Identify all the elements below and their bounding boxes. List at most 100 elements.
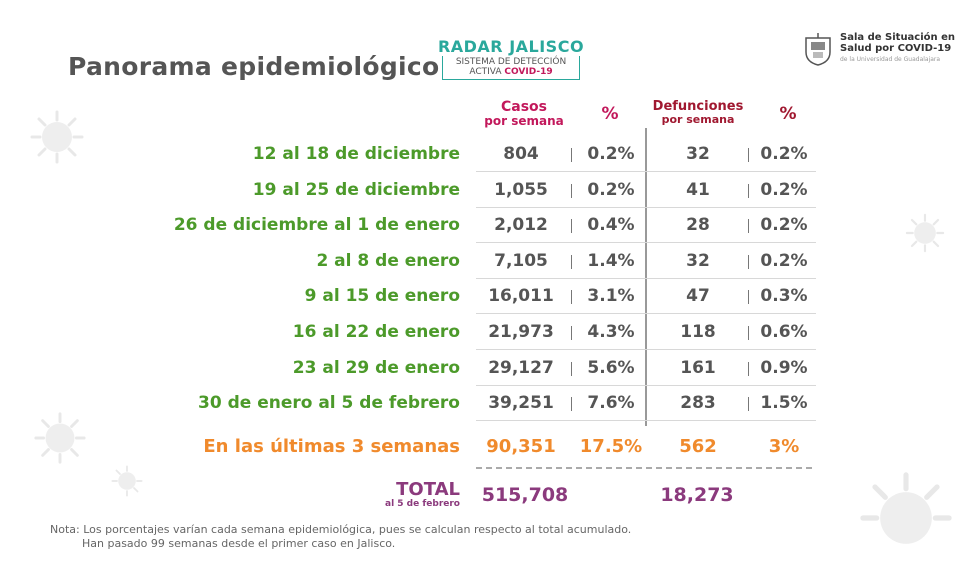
cases-value: 39,251 [488,393,554,414]
deaths-percent: 0.2% [760,179,808,200]
cell-divider [748,219,749,234]
row-separator [476,206,816,208]
table-row: 9 al 15 de enero 16,011 3.1% 47 0.3% [0,286,980,316]
row-separator [476,384,816,386]
university-crest-icon [805,33,831,66]
total-deaths: 18,273 [660,484,734,506]
virus-icon [30,110,84,164]
cell-divider [571,183,572,198]
total-separator [476,467,812,469]
cases-value: 7,105 [494,250,548,271]
week-label: 26 de diciembre al 1 de enero [173,215,460,236]
brand-line3: de la Universidad de Guadalajara [840,56,941,63]
cell-divider [571,219,572,234]
cases-percent: 1.4% [587,250,635,271]
deaths-percent: 0.2% [760,215,808,236]
week-label: 16 al 22 de enero [292,322,460,342]
header-deaths-bottom: por semana [661,113,735,126]
deaths-value: 32 [686,144,710,164]
cases-percent: 3.1% [587,286,635,307]
brand-title: Sala de Situación en Salud por COVID-19 [840,32,955,54]
last-3-weeks-label: En las últimas 3 semanas [203,436,460,457]
virus-icon [860,472,952,544]
cases-value: 21,973 [488,322,554,342]
cases-percent: 4.3% [587,322,635,342]
cases-value: 16,011 [488,286,554,307]
last-3-weeks-cases-pct: 17.5% [579,436,643,457]
cell-divider [748,326,749,340]
total-label: TOTAL al 5 de febrero [380,481,460,510]
row-separator [476,242,816,244]
header-cases: Casos por semana [470,100,578,128]
header-deaths-top: Defunciones [652,99,744,114]
radar-subtitle-highlight: COVID-19 [504,67,553,77]
udg-brand: Sala de Situación en Salud por COVID-19 … [802,32,972,72]
cell-divider [571,397,572,412]
cases-percent: 7.6% [587,393,635,414]
cases-value: 29,127 [488,357,554,378]
deaths-value: 28 [686,215,710,236]
cases-value: 1,055 [494,179,548,200]
deaths-value: 161 [680,357,716,378]
total-cases: 515,708 [481,484,569,506]
cell-divider [571,361,572,376]
footnote-line2: Han pasado 99 semanas desde el primer ca… [82,537,396,550]
table-row: 19 al 25 de diciembre 1,055 0.2% 41 0.2% [0,180,980,210]
footnote: Nota: Los porcentajes varían cada semana… [50,523,631,551]
header-cases-bottom: por semana [484,114,564,128]
table-row: 23 al 29 de enero 29,127 5.6% 161 0.9% [0,358,980,388]
radar-subtitle-line1: SISTEMA DE DETECCIÓN [455,57,567,67]
cases-percent: 0.2% [587,144,635,164]
total-title: TOTAL [396,479,460,500]
radar-jalisco-logo: RADAR JALISCO SISTEMA DE DETECCIÓN ACTIV… [436,38,586,80]
week-label: 23 al 29 de enero [292,357,460,378]
week-label: 30 de enero al 5 de febrero [198,393,460,414]
deaths-value: 47 [686,286,710,307]
cell-divider [748,254,749,269]
row-separator [476,171,816,172]
cases-percent: 0.4% [587,215,635,236]
brand-line2: Salud por COVID-19 [840,43,952,54]
deaths-percent: 1.5% [760,393,808,414]
deaths-value: 118 [680,322,716,342]
row-separator [476,420,816,422]
cases-value: 804 [503,144,539,164]
last-3-weeks-cases: 90,351 [486,436,556,457]
deaths-percent: 0.3% [760,286,808,307]
deaths-percent: 0.2% [760,250,808,271]
header-cases-percent: % [601,104,619,124]
cell-divider [748,397,749,412]
cell-divider [571,290,572,305]
header-deaths: Defunciones por semana [648,100,748,126]
cell-divider [748,148,749,162]
column-divider [645,128,647,426]
deaths-percent: 0.9% [760,357,808,378]
cell-divider [571,148,572,162]
table-row: 12 al 18 de diciembre 804 0.2% 32 0.2% [0,144,980,174]
cell-divider [748,183,749,198]
deaths-value: 41 [686,179,710,200]
week-label: 2 al 8 de enero [316,250,460,271]
last-3-weeks-deaths-pct: 3% [768,436,800,457]
header-cases-top: Casos [500,99,547,115]
total-date: al 5 de febrero [385,499,460,509]
cases-value: 2,012 [494,215,548,236]
virus-icon [34,412,86,464]
last-3-weeks-row: En las últimas 3 semanas 90,351 17.5% 56… [0,436,980,466]
header-deaths-percent: % [779,104,797,124]
cell-divider [748,290,749,305]
cases-percent: 5.6% [587,357,635,378]
radar-subtitle-prefix: ACTIVA [469,67,505,77]
table-row: 2 al 8 de enero 7,105 1.4% 32 0.2% [0,251,980,281]
footnote-line1: Nota: Los porcentajes varían cada semana… [50,523,632,536]
cases-percent: 0.2% [587,179,635,200]
radar-name: RADAR JALISCO [437,37,585,56]
row-separator [476,313,816,315]
table-row: 16 al 22 de enero 21,973 4.3% 118 0.6% [0,322,980,352]
week-label: 12 al 18 de diciembre [252,144,460,164]
virus-icon [111,465,143,497]
deaths-value: 283 [680,393,716,414]
cell-divider [571,254,572,269]
table-row: 30 de enero al 5 de febrero 39,251 7.6% 283… [0,393,980,423]
cell-divider [571,326,572,340]
